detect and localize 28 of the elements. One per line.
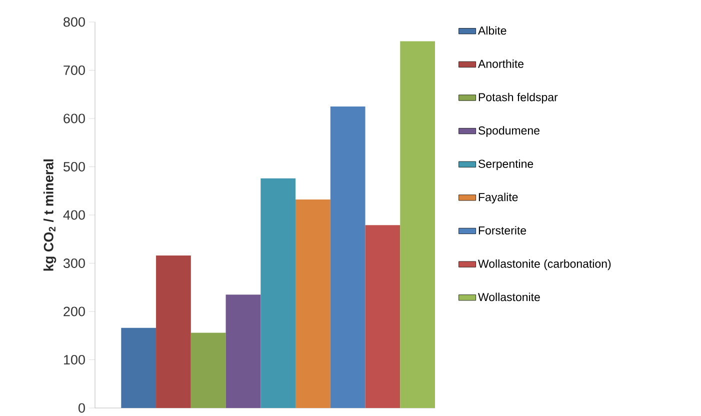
bar: [330, 106, 366, 408]
legend-label: Potash feldspar: [478, 92, 558, 104]
y-tick-label: 600: [64, 114, 85, 124]
y-tick-label: 400: [63, 210, 85, 220]
bar: [226, 294, 261, 408]
legend-label: Wollastonite: [478, 292, 540, 302]
bar: [156, 255, 191, 408]
legend-label: Anorthite: [478, 59, 524, 68]
y-tick-label: 700: [64, 65, 85, 75]
y-tick-label: 200: [64, 306, 85, 316]
y-tick-label: 0: [78, 403, 85, 413]
bar: [260, 178, 296, 408]
y-tick-label: 300: [63, 258, 85, 268]
bar: [190, 332, 226, 408]
bar: [400, 41, 435, 408]
y-tick-label: 800: [64, 17, 85, 27]
bar: [296, 200, 330, 408]
legend-label: Spodumene: [478, 126, 540, 137]
legend-label: Wollastonite (carbonation): [478, 259, 611, 270]
bar: [365, 225, 400, 408]
legend-label: Forsterite: [478, 226, 526, 234]
legend-label: Albite: [478, 26, 506, 35]
y-tick-label: 100: [64, 354, 85, 364]
legend-label: Fayalite: [478, 192, 518, 204]
y-tick-label: 500: [64, 162, 85, 172]
bar: [121, 328, 156, 408]
legend-label: Serpentine: [478, 159, 534, 170]
text: kg CO$_{2}$ / t mineral: [43, 159, 56, 271]
